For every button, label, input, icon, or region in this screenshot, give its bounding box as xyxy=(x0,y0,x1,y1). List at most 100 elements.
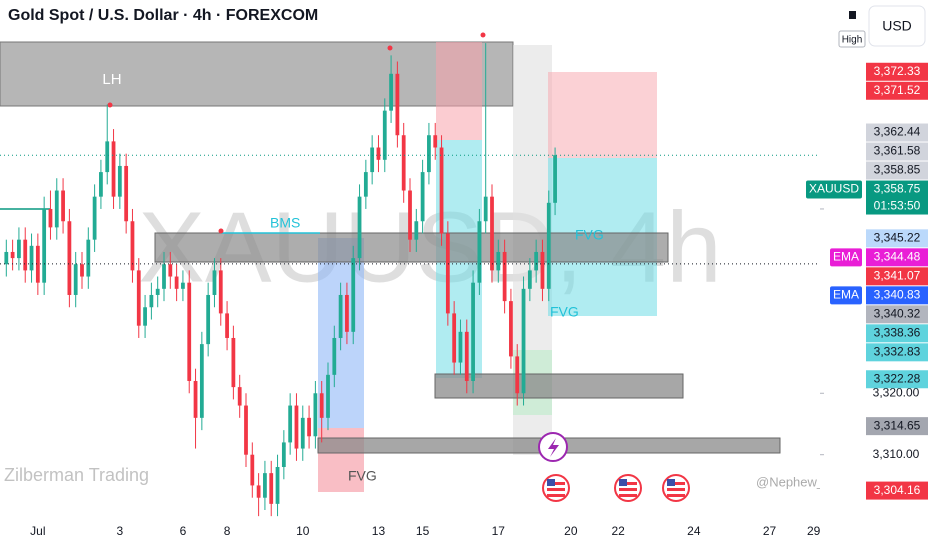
price-badge xyxy=(866,305,928,324)
candle-body xyxy=(61,190,65,222)
candle-body xyxy=(307,417,311,437)
candle-body xyxy=(439,147,444,234)
candle-body xyxy=(48,208,53,228)
candle-body xyxy=(174,276,179,289)
candle-body xyxy=(319,393,324,418)
x-tick-label: Jul xyxy=(30,524,45,538)
x-tick-label: 10 xyxy=(296,524,310,538)
candle-body xyxy=(281,442,286,467)
price-badge-label: 3,314.65 xyxy=(874,418,921,432)
candle-body xyxy=(73,264,78,295)
candle-body xyxy=(338,294,343,338)
candle-body xyxy=(496,251,501,271)
price-badge xyxy=(866,248,928,267)
demand-zone xyxy=(434,373,684,399)
currency-button[interactable] xyxy=(868,5,926,47)
series-badge-label: XAUUSD xyxy=(809,182,859,196)
candle-body xyxy=(86,239,91,277)
candle-body xyxy=(162,264,166,289)
candle-body xyxy=(471,282,475,381)
series-badge-label: EMA xyxy=(833,249,859,263)
candle-body xyxy=(237,387,242,406)
candle-body xyxy=(363,172,368,197)
annotation-fvg: FVG xyxy=(575,227,604,243)
candle-body xyxy=(326,374,330,418)
candle-body xyxy=(300,417,305,449)
candle-body xyxy=(420,172,425,222)
candle-body xyxy=(244,405,248,455)
us-flag[interactable] xyxy=(662,474,690,502)
candle-body xyxy=(389,73,393,111)
price-badge xyxy=(866,267,928,286)
x-tick-label: 24 xyxy=(687,524,701,538)
price-badge-label: 3,362.44 xyxy=(874,125,921,139)
candle-body xyxy=(130,221,135,271)
candle-body xyxy=(80,264,84,277)
high-tag xyxy=(838,30,866,48)
currency-label: USD xyxy=(882,18,912,34)
price-badge xyxy=(866,180,928,215)
menu-icon[interactable] xyxy=(849,11,856,19)
candle-body xyxy=(509,301,513,357)
candle-body xyxy=(23,239,28,271)
price-badge-label: 3,340.32 xyxy=(874,306,921,320)
candle-body xyxy=(313,393,318,437)
annotation-lh: LH xyxy=(102,71,121,88)
us-flag[interactable] xyxy=(542,474,570,502)
lightning-icon xyxy=(548,438,559,457)
candle-body xyxy=(218,270,223,314)
candle-body xyxy=(464,331,469,381)
price-badge xyxy=(866,417,928,436)
plot-area: XAUUSD, 4h LH BMS FVG FVG FVG Zilberman … xyxy=(0,32,859,517)
x-tick-label: 22 xyxy=(611,524,625,538)
candle-body xyxy=(117,165,122,197)
annotation-bms: BMS xyxy=(270,215,300,231)
candle-body xyxy=(181,282,185,289)
candle-body xyxy=(17,239,21,259)
price-badge-label: 3,345.22 xyxy=(874,230,921,244)
x-tick-label: 6 xyxy=(180,524,187,538)
x-tick-label: 20 xyxy=(564,524,578,538)
candle-body xyxy=(168,264,173,277)
candle-body xyxy=(502,251,507,302)
price-badge xyxy=(866,481,928,500)
price-badge xyxy=(866,343,928,362)
candle-body xyxy=(483,196,488,222)
candle-body xyxy=(10,251,15,259)
candle-body xyxy=(29,245,34,271)
price-badge xyxy=(866,229,928,248)
annotation-fvg: FVG xyxy=(550,304,579,320)
us-flag[interactable] xyxy=(614,474,642,502)
risk-zone xyxy=(436,42,482,140)
price-badge-label: 3,340.83 xyxy=(874,287,921,301)
candle-body xyxy=(124,165,129,222)
candle-body xyxy=(433,135,438,148)
x-tick-label: 17 xyxy=(492,524,506,538)
candle-body xyxy=(99,172,103,197)
candle-body xyxy=(546,202,551,289)
price-badge xyxy=(866,161,928,180)
price-badge-label: 3,304.16 xyxy=(874,483,921,497)
candle-body xyxy=(111,141,116,197)
candle-body xyxy=(269,473,274,504)
candle-body xyxy=(225,313,229,338)
candle-body xyxy=(42,208,47,283)
x-tick-label: 15 xyxy=(416,524,430,538)
candle-body xyxy=(332,337,337,375)
candle-body xyxy=(458,331,463,363)
candle-body xyxy=(263,473,267,498)
candle-body xyxy=(4,251,9,265)
price-badge xyxy=(866,324,928,343)
price-badge xyxy=(866,81,928,100)
price-badge-label: 3,322.28 xyxy=(874,371,921,385)
candle-body xyxy=(155,288,160,295)
price-badge-label: 3,358.75 xyxy=(874,182,921,196)
price-badge xyxy=(866,370,928,389)
candle-body xyxy=(553,155,557,203)
price-badge-label: 3,361.58 xyxy=(874,144,921,158)
title-bg xyxy=(0,0,330,28)
price-badge-label: 3,332.83 xyxy=(874,344,921,358)
swing-dot xyxy=(107,102,113,108)
candle-body xyxy=(92,196,97,240)
series-badge xyxy=(830,248,862,267)
